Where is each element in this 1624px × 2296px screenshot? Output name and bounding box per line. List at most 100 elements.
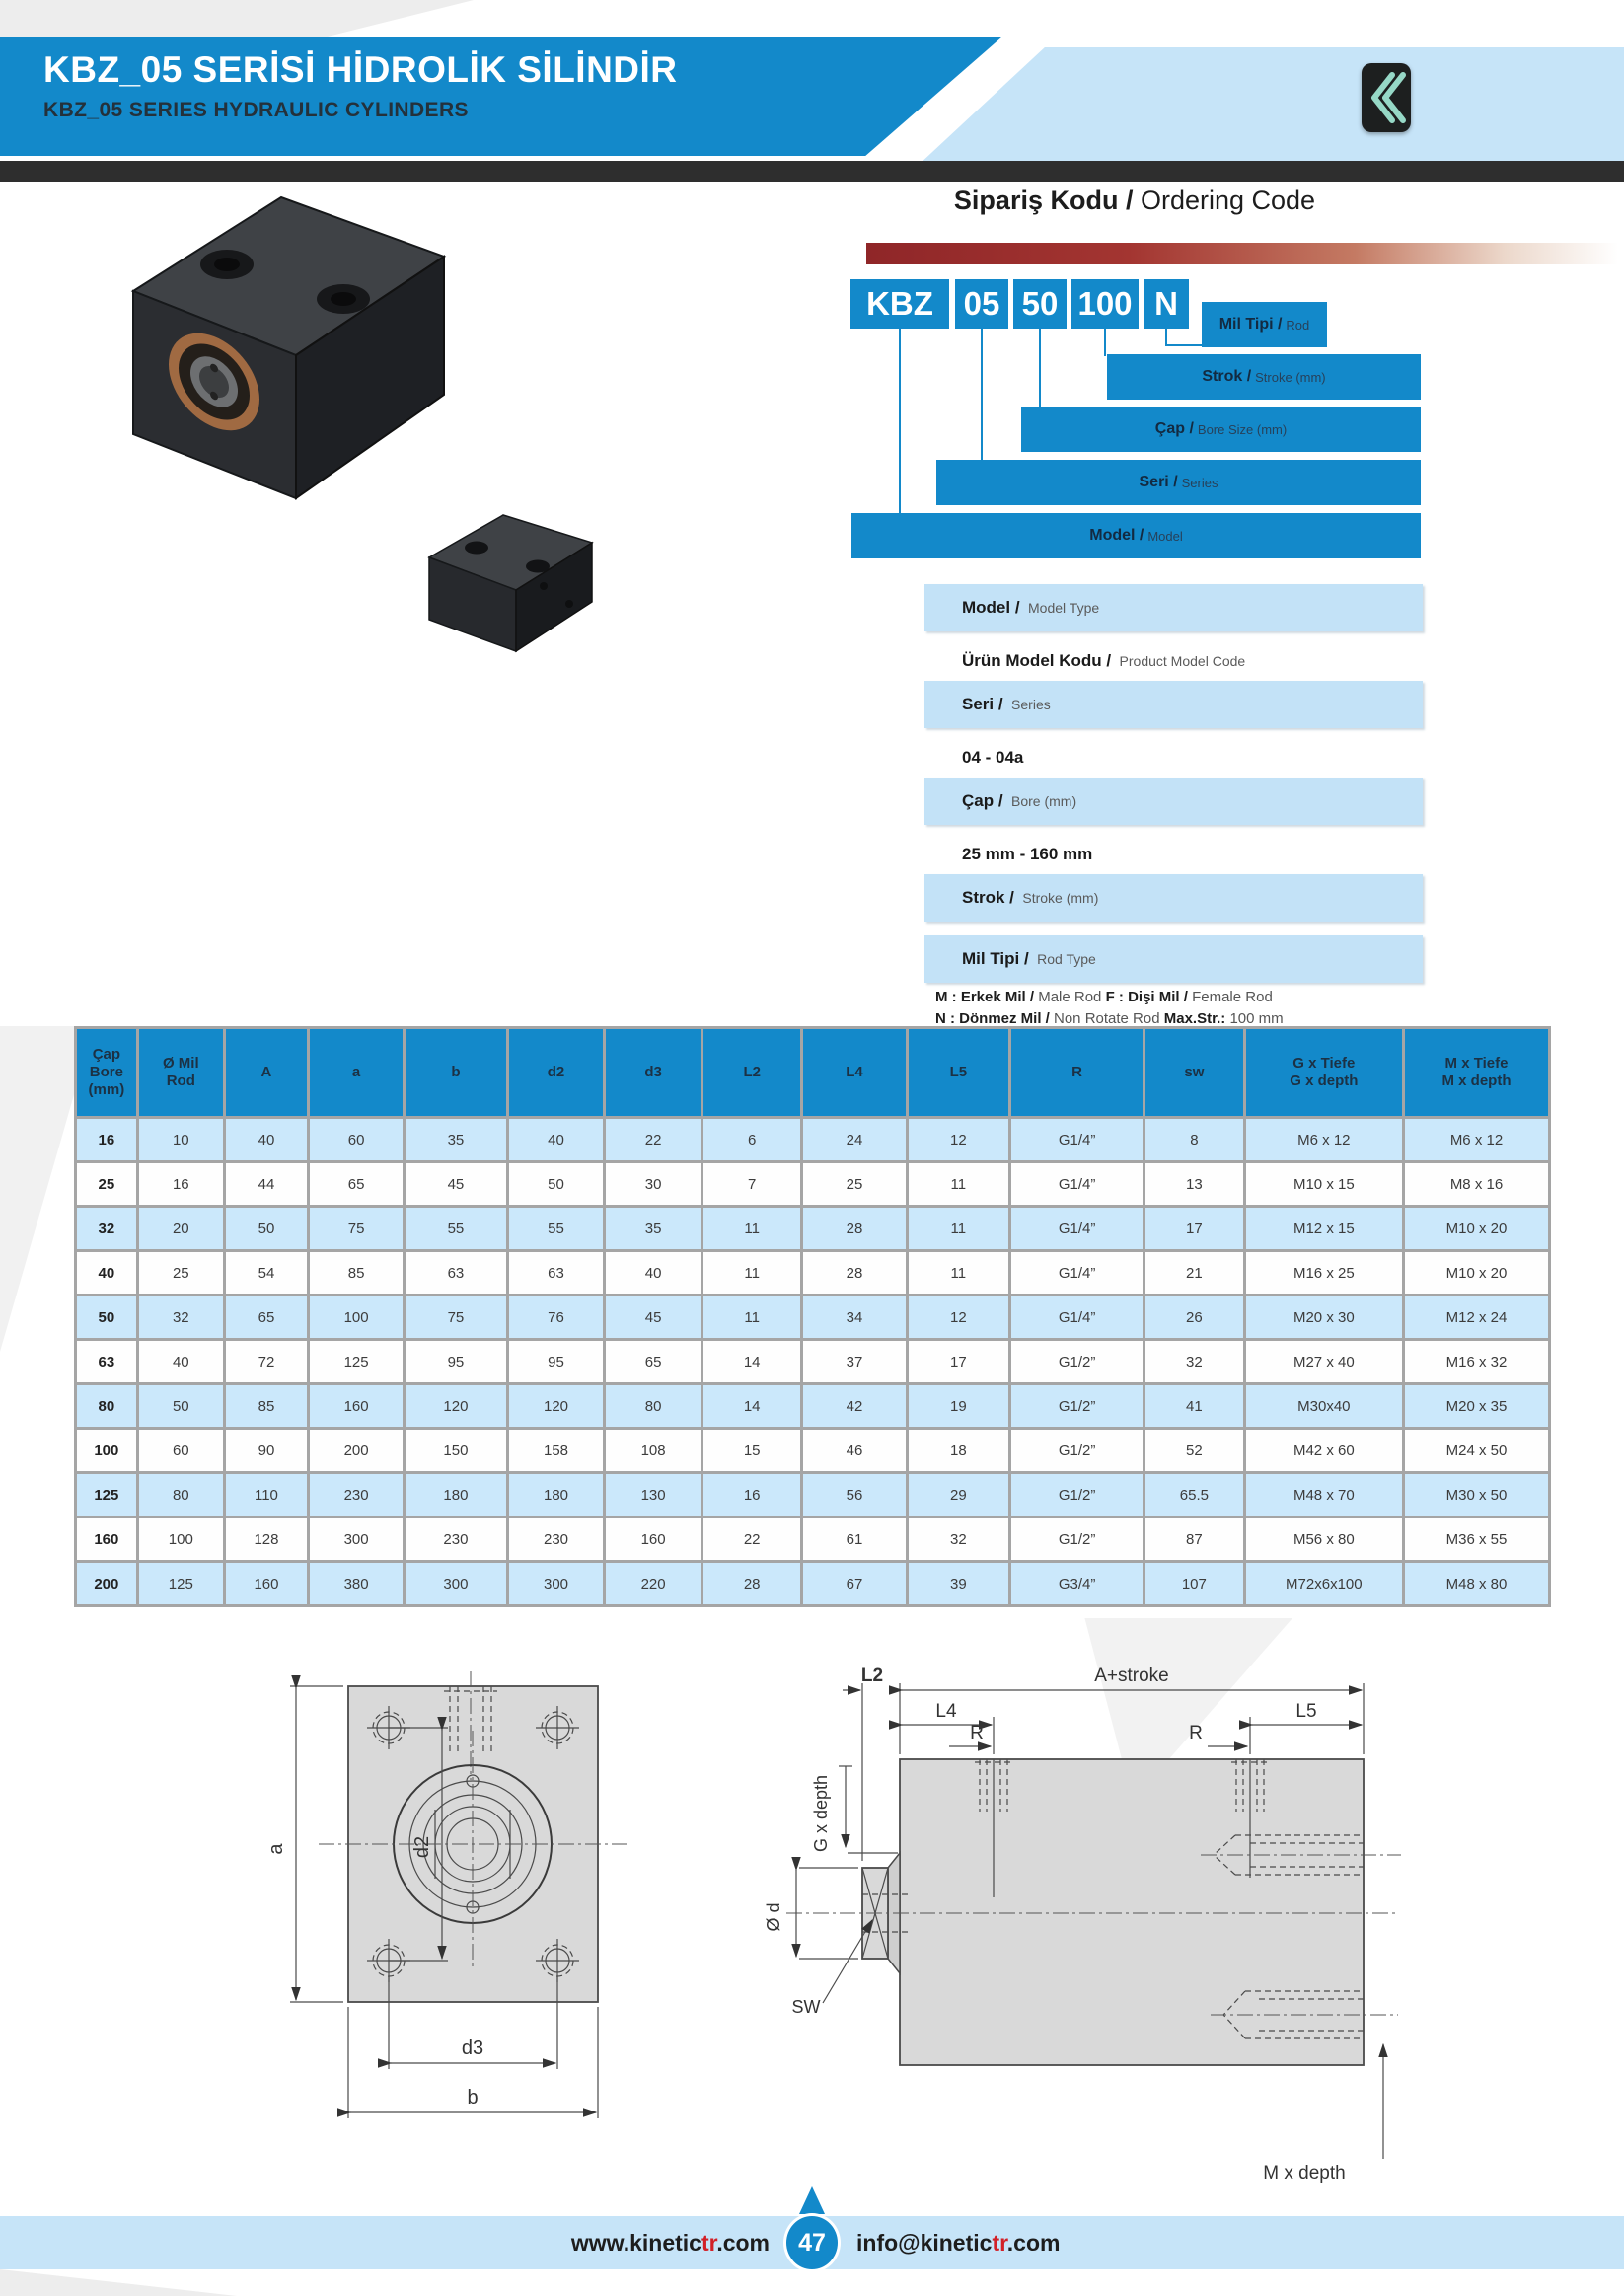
- column-header: sw: [1143, 1026, 1246, 1119]
- dim-label-r2: R: [1189, 1723, 1203, 1743]
- value-cell: 35: [403, 1116, 509, 1163]
- note-bold: M : Erkek Mil /: [935, 989, 1035, 1005]
- ladder-bold: Strok /: [1202, 368, 1252, 385]
- value-cell: M10 x 15: [1242, 1160, 1406, 1208]
- web-pre: www.kinetic: [570, 2230, 701, 2256]
- info-rest: Rod Type: [1037, 951, 1096, 967]
- dim-label-d2: d2: [411, 1836, 433, 1858]
- info-rest: Product Model Code: [1119, 653, 1246, 669]
- value-cell: M8 x 16: [1402, 1160, 1551, 1208]
- value-cell: 14: [700, 1338, 804, 1385]
- value-cell: 50: [505, 1160, 607, 1208]
- header-light-band: [918, 47, 1624, 166]
- value-cell: M20 x 30: [1242, 1294, 1406, 1341]
- value-cell: 95: [403, 1338, 509, 1385]
- value-cell: 6: [700, 1116, 804, 1163]
- value-cell: 11: [700, 1294, 804, 1341]
- dim-label-l4: L4: [935, 1701, 957, 1722]
- value-cell: 72: [222, 1338, 311, 1385]
- header-divider-bar: [0, 161, 1624, 182]
- value-cell: 11: [700, 1249, 804, 1296]
- dim-label-sw: SW: [792, 1997, 821, 2017]
- value-cell: 65: [307, 1160, 406, 1208]
- ladder-label-model: Model / Model: [851, 513, 1421, 558]
- value-cell: 11: [905, 1205, 1012, 1252]
- value-cell: 11: [905, 1249, 1012, 1296]
- value-cell: 63: [505, 1249, 607, 1296]
- value-cell: 180: [505, 1471, 607, 1518]
- value-cell: 22: [700, 1516, 804, 1563]
- dim-label-a: a: [265, 1843, 287, 1855]
- value-cell: G1/4”: [1008, 1205, 1146, 1252]
- footer-website-link[interactable]: www.kinetictr.com: [474, 2216, 770, 2269]
- value-cell: M56 x 80: [1242, 1516, 1406, 1563]
- ladder-label-series: Seri / Series: [936, 460, 1421, 505]
- value-cell: M10 x 20: [1402, 1249, 1551, 1296]
- value-cell: 100: [135, 1516, 226, 1563]
- value-cell: 34: [800, 1294, 909, 1341]
- table-row: 200 125 160 380 300 300 220 28 67 39 G3/4” 107 M72x6…: [74, 1560, 1551, 1607]
- product-photo-small: [427, 514, 594, 653]
- info-row-stroke: Strok / Stroke (mm): [924, 874, 1423, 922]
- value-cell: 160: [222, 1560, 311, 1607]
- ladder-rest: Stroke (mm): [1255, 369, 1326, 385]
- value-cell: 230: [505, 1516, 607, 1563]
- info-bold: 25 mm - 160 mm: [962, 845, 1093, 863]
- value-cell: M6 x 12: [1402, 1116, 1551, 1163]
- dim-label-l2: L2: [861, 1666, 883, 1686]
- column-header: L5: [905, 1026, 1012, 1119]
- email-accent: tr: [992, 2230, 1007, 2256]
- dim-label-b: b: [467, 2087, 478, 2109]
- ladder-label-rod: Mil Tipi / Rod: [1202, 302, 1327, 347]
- info-row-model: Model / Model Type: [924, 584, 1423, 631]
- value-cell: 40: [222, 1116, 311, 1163]
- email-post: .com: [1006, 2230, 1061, 2256]
- value-cell: 16: [700, 1471, 804, 1518]
- info-rest: Stroke (mm): [1022, 890, 1099, 906]
- info-row-series: Seri / Series: [924, 681, 1423, 728]
- company-logo: [1362, 63, 1411, 132]
- bore-cell: 25: [74, 1160, 139, 1208]
- value-cell: 35: [603, 1205, 703, 1252]
- value-cell: 220: [603, 1560, 703, 1607]
- value-cell: G1/2”: [1008, 1516, 1146, 1563]
- dim-label-l5: L5: [1295, 1701, 1316, 1722]
- column-header: Çap Bore (mm): [74, 1026, 139, 1119]
- bore-cell: 100: [74, 1427, 139, 1474]
- value-cell: 75: [307, 1205, 406, 1252]
- value-cell: 50: [222, 1205, 311, 1252]
- email-pre: info@kinetic: [856, 2230, 993, 2256]
- info-row-model-code: Ürün Model Kodu / Product Model Code: [924, 637, 1423, 685]
- footer-email-link[interactable]: info@kinetictr.com: [856, 2216, 1172, 2269]
- value-cell: 300: [403, 1560, 509, 1607]
- value-cell: 19: [905, 1382, 1012, 1430]
- value-cell: 110: [222, 1471, 311, 1518]
- value-cell: 80: [135, 1471, 226, 1518]
- note-rest: 100 mm: [1225, 1010, 1284, 1027]
- value-cell: 17: [1143, 1205, 1246, 1252]
- dim-label-g-depth: G x depth: [811, 1775, 831, 1852]
- value-cell: 65: [603, 1338, 703, 1385]
- leader-line: [899, 329, 901, 514]
- ordering-title-english: Ordering Code: [1133, 185, 1316, 215]
- column-header: Ø Mil Rod: [135, 1026, 226, 1119]
- value-cell: 32: [135, 1294, 226, 1341]
- bore-cell: 80: [74, 1382, 139, 1430]
- value-cell: 11: [905, 1160, 1012, 1208]
- value-cell: 158: [505, 1427, 607, 1474]
- value-cell: M72x6x100: [1242, 1560, 1406, 1607]
- table-row: 80 50 85 160 120 120 80 14 42 19 G1/2” 41 M30x40 M20 …: [74, 1382, 1551, 1430]
- bottom-decoration: [0, 2269, 237, 2296]
- value-cell: G1/4”: [1008, 1116, 1146, 1163]
- value-cell: M20 x 35: [1402, 1382, 1551, 1430]
- port-hole: [975, 1759, 1012, 1897]
- value-cell: 95: [505, 1338, 607, 1385]
- value-cell: 12: [905, 1294, 1012, 1341]
- ladder-bold: Çap /: [1154, 420, 1194, 437]
- value-cell: 50: [135, 1382, 226, 1430]
- info-rest: Bore (mm): [1011, 793, 1077, 809]
- web-accent: tr: [701, 2230, 717, 2256]
- value-cell: M42 x 60: [1242, 1427, 1406, 1474]
- value-cell: 76: [505, 1294, 607, 1341]
- value-cell: 54: [222, 1249, 311, 1296]
